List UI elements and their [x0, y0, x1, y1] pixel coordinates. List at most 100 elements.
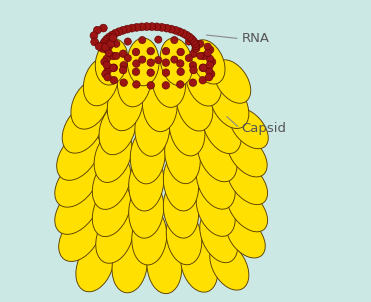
Circle shape	[132, 48, 140, 56]
Ellipse shape	[191, 40, 225, 84]
Circle shape	[200, 52, 207, 60]
Ellipse shape	[59, 213, 101, 262]
Circle shape	[124, 38, 131, 45]
Circle shape	[197, 52, 204, 59]
Ellipse shape	[94, 129, 132, 182]
Circle shape	[93, 26, 101, 34]
Circle shape	[103, 46, 110, 53]
Circle shape	[100, 40, 108, 48]
Circle shape	[183, 31, 190, 39]
Ellipse shape	[147, 238, 182, 294]
Ellipse shape	[196, 183, 235, 236]
Ellipse shape	[214, 60, 251, 103]
Ellipse shape	[165, 127, 200, 184]
Circle shape	[192, 44, 200, 52]
Ellipse shape	[152, 56, 186, 108]
Ellipse shape	[76, 240, 114, 292]
Ellipse shape	[142, 77, 177, 132]
Circle shape	[177, 81, 184, 88]
Circle shape	[110, 64, 118, 72]
Circle shape	[148, 23, 156, 31]
Ellipse shape	[55, 185, 99, 234]
Circle shape	[186, 33, 193, 41]
Ellipse shape	[210, 80, 249, 129]
Circle shape	[99, 44, 106, 52]
Circle shape	[199, 76, 207, 84]
Circle shape	[119, 66, 127, 74]
Circle shape	[132, 60, 140, 67]
Circle shape	[138, 23, 145, 31]
Circle shape	[204, 50, 211, 57]
Circle shape	[177, 48, 184, 56]
Circle shape	[102, 70, 109, 78]
Circle shape	[109, 34, 117, 42]
Circle shape	[190, 66, 197, 74]
Circle shape	[139, 37, 146, 44]
Text: RNA: RNA	[242, 32, 269, 45]
Ellipse shape	[163, 155, 198, 211]
Ellipse shape	[112, 239, 147, 293]
Circle shape	[103, 35, 111, 43]
Ellipse shape	[160, 38, 193, 86]
Circle shape	[133, 24, 141, 31]
Circle shape	[208, 58, 216, 66]
Ellipse shape	[132, 209, 167, 265]
Circle shape	[99, 24, 107, 32]
Circle shape	[119, 50, 127, 57]
Circle shape	[120, 62, 128, 69]
Ellipse shape	[92, 156, 131, 209]
Circle shape	[147, 82, 155, 89]
Ellipse shape	[166, 209, 202, 265]
Circle shape	[91, 38, 99, 46]
Ellipse shape	[181, 239, 218, 292]
Ellipse shape	[227, 161, 267, 205]
Circle shape	[189, 79, 197, 86]
Circle shape	[153, 23, 161, 31]
Ellipse shape	[95, 39, 128, 85]
Circle shape	[104, 73, 111, 81]
Circle shape	[171, 56, 178, 63]
Circle shape	[124, 25, 131, 33]
Text: Capsid: Capsid	[242, 122, 286, 135]
Ellipse shape	[118, 56, 151, 107]
Circle shape	[105, 43, 112, 50]
Ellipse shape	[55, 158, 99, 207]
Circle shape	[147, 59, 155, 66]
Ellipse shape	[127, 38, 159, 86]
Circle shape	[107, 40, 115, 48]
Circle shape	[192, 42, 200, 50]
Ellipse shape	[169, 101, 205, 156]
Circle shape	[108, 31, 116, 39]
Ellipse shape	[202, 103, 241, 154]
Ellipse shape	[210, 241, 249, 290]
Circle shape	[205, 67, 213, 75]
Circle shape	[204, 43, 211, 50]
Circle shape	[200, 64, 207, 72]
Circle shape	[190, 50, 197, 57]
Circle shape	[147, 69, 154, 76]
Circle shape	[103, 61, 111, 69]
Circle shape	[120, 79, 128, 86]
Circle shape	[177, 60, 184, 67]
Ellipse shape	[230, 108, 268, 149]
Ellipse shape	[196, 156, 235, 209]
Circle shape	[162, 47, 170, 55]
Circle shape	[190, 37, 197, 45]
Circle shape	[188, 35, 196, 43]
Ellipse shape	[129, 154, 164, 211]
Circle shape	[124, 55, 131, 62]
Circle shape	[162, 59, 170, 66]
Circle shape	[162, 82, 170, 89]
Circle shape	[115, 28, 123, 36]
Circle shape	[171, 37, 178, 44]
Circle shape	[175, 28, 184, 36]
Circle shape	[158, 24, 166, 31]
Ellipse shape	[129, 182, 164, 238]
Circle shape	[207, 70, 215, 78]
Ellipse shape	[200, 211, 238, 263]
Circle shape	[206, 61, 214, 69]
Ellipse shape	[227, 216, 265, 258]
Circle shape	[105, 33, 113, 41]
Ellipse shape	[135, 101, 170, 156]
Ellipse shape	[62, 104, 104, 153]
